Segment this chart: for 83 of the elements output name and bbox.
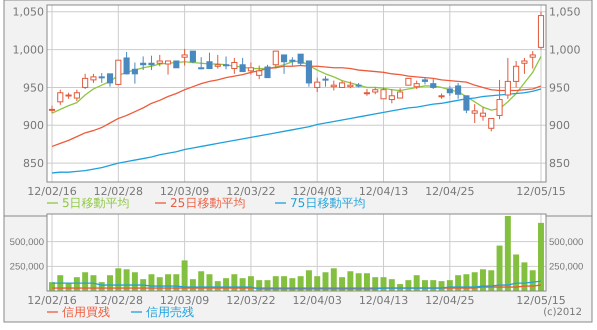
candlestick: [164, 60, 172, 76]
x-tick-label: 12/04/13: [358, 294, 408, 307]
text: (c)2012: [543, 307, 582, 318]
x-tick-label: 12/03/09: [160, 185, 210, 198]
candlestick: [190, 50, 196, 64]
candlestick: [472, 104, 478, 124]
candlestick: [148, 55, 155, 71]
x-tick-label: 12/03/22: [226, 294, 276, 307]
x-tick-label: 12/02/16: [27, 185, 77, 198]
x-tick-label: 12/04/13: [358, 185, 408, 198]
candlestick: [488, 118, 494, 132]
candlestick: [281, 54, 288, 74]
candlestick: [214, 54, 221, 70]
candlestick: [496, 79, 503, 120]
candlestick: [132, 62, 138, 84]
bar: [504, 216, 511, 291]
candlestick: [521, 57, 528, 74]
candlestick: [314, 77, 320, 92]
candlestick: [90, 73, 97, 84]
candlestick: [430, 78, 436, 90]
candlestick: [380, 86, 387, 100]
y-tick-label: 1,050: [12, 6, 44, 19]
candlestick: [530, 50, 536, 70]
y2-tick-label: 950: [549, 81, 570, 94]
candlestick: [455, 82, 462, 100]
candlestick: [463, 95, 470, 114]
candlestick: [140, 56, 146, 71]
x-tick-label: 12/04/25: [425, 294, 475, 307]
x-tick-label: 12/02/16: [27, 294, 77, 307]
y-tick-label: 500,000: [10, 236, 44, 248]
x-tick-label: 12/02/28: [94, 185, 144, 198]
x-tick-label: 12/03/22: [226, 185, 276, 198]
candlestick: [240, 57, 246, 72]
candlestick: [446, 85, 453, 96]
candlestick: [156, 54, 163, 67]
candlestick: [264, 64, 271, 78]
candlestick: [480, 106, 486, 122]
y2-tick-label: 850: [549, 156, 570, 170]
candlestick: [397, 88, 404, 99]
candlestick: [57, 89, 64, 106]
y2-tick-label: 1,050: [549, 6, 580, 19]
y-tick-label: 1,000: [12, 43, 44, 56]
bar: [496, 246, 503, 291]
candlestick: [124, 51, 130, 76]
candlestick: [206, 52, 213, 70]
candlestick: [322, 76, 329, 88]
x-tick-label: 12/04/25: [425, 185, 475, 198]
bar: [513, 254, 520, 291]
x-tick-label: 12/05/15: [516, 185, 566, 198]
candlestick: [82, 73, 88, 90]
legend-label: 75日移動平均: [290, 196, 366, 210]
candlestick: [222, 56, 230, 70]
x-tick-label: 12/04/03: [292, 185, 342, 198]
x-tick-label: 12/05/15: [516, 294, 566, 307]
bar: [182, 260, 188, 291]
y2-tick-label: 1,000: [549, 43, 580, 56]
candlestick: [198, 56, 204, 70]
candlestick: [306, 60, 312, 88]
bar: [414, 275, 420, 291]
candlestick: [74, 89, 80, 102]
y-tick-label: 950: [23, 81, 44, 94]
y-tick-label: 250,000: [10, 262, 44, 273]
y2-tick-label: 900: [549, 119, 570, 132]
y2-tick-label: 250,000: [549, 262, 584, 273]
candlestick: [330, 80, 337, 91]
legend-label: 25日移動平均: [170, 196, 246, 210]
line-series: [51, 280, 542, 290]
legend-label: 信用売残: [146, 305, 194, 319]
x-tick-label: 12/03/09: [160, 294, 210, 307]
y-tick-label: 850: [23, 156, 44, 170]
candlestick: [106, 73, 114, 88]
candlestick: [298, 54, 304, 66]
bar: [538, 222, 544, 291]
legend-label: 5日移動平均: [62, 196, 130, 210]
candlestick: [98, 72, 105, 84]
y2-tick-label: 500,000: [549, 236, 584, 248]
x-tick-label: 12/02/28: [94, 294, 144, 307]
candlestick: [182, 48, 188, 66]
y-tick-label: 900: [23, 119, 44, 132]
candlestick: [513, 60, 520, 88]
x-tick-label: 12/04/03: [292, 294, 342, 307]
legend-label: 信用買残: [62, 305, 110, 319]
candlestick: [388, 88, 395, 104]
